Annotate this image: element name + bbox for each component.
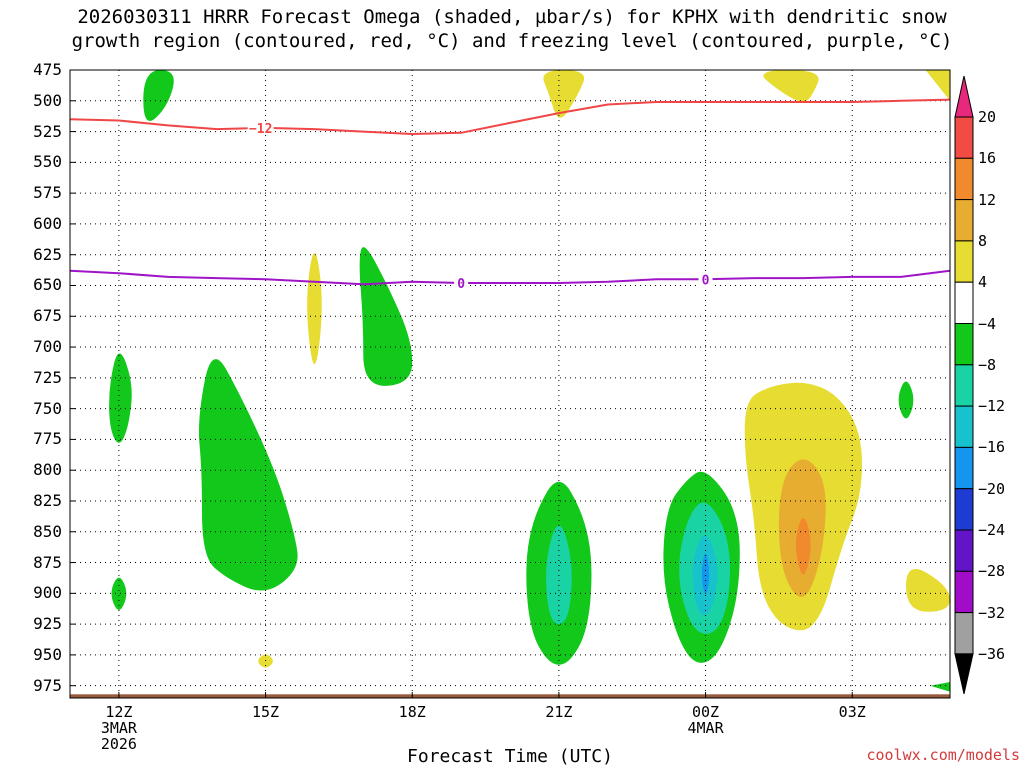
colorbar-band: [954, 199, 974, 242]
freezing-level-contour-line: [70, 269, 950, 286]
downward-omega-02z-core: [796, 518, 811, 575]
colorbar-tick-label: −16: [978, 438, 1006, 457]
y-tick-label: 475: [33, 60, 62, 79]
chart-title-line1: 2026030311 HRRR Forecast Omega (shaded, …: [77, 6, 947, 28]
upward-omega-14z-low: [198, 359, 298, 591]
x-tick-date: 2026: [100, 735, 137, 753]
colorbar-tick-label: −12: [978, 397, 1006, 416]
x-tick-label: 21Z: [524, 704, 594, 720]
x-tick-date: 3MAR: [100, 719, 137, 737]
y-tick-label: 850: [33, 521, 62, 541]
x-tick-label: 12Z 3MAR 2026: [84, 704, 154, 752]
colorbar-tick-label: −24: [978, 521, 1006, 539]
y-tick-label: 575: [33, 183, 62, 203]
y-tick-label: 900: [33, 583, 62, 603]
y-tick-label: 600: [33, 213, 62, 233]
y-tick-label: 875: [33, 552, 62, 572]
colorbar-tick-label: 16: [978, 149, 997, 168]
y-tick-label: 925: [33, 614, 62, 634]
y-tick-label: 550: [33, 152, 62, 172]
x-tick-time: 12Z: [105, 703, 133, 721]
y-tick-label: 825: [33, 490, 62, 510]
colorbar-tick-label: 8: [978, 231, 988, 250]
y-tick-label: 800: [33, 460, 62, 480]
snow-growth-contour-label: −12: [249, 122, 272, 137]
colorbar-tick-label: −36: [978, 644, 1006, 663]
x-tick-label: 15Z: [231, 704, 301, 720]
freezing-level-label-bg: [698, 272, 713, 287]
colorbar-tick-label: 20: [978, 108, 997, 126]
colorbar-band: [954, 529, 974, 572]
colorbar-band: [954, 488, 974, 531]
colorbar-bottom-triangle: [954, 653, 974, 695]
colorbar-band: [954, 612, 974, 655]
temperature-contours: −12 0 0: [70, 98, 950, 292]
colorbar-tick-label: −8: [978, 355, 997, 374]
colorbar-band: [954, 323, 974, 366]
x-tick-label: 18Z: [377, 704, 447, 720]
upward-omega-21z-inner: [546, 525, 572, 625]
colorbar-band: [954, 281, 974, 325]
downward-omega-02z-high: [763, 70, 819, 102]
x-tick-time: 00Z: [692, 703, 720, 721]
downward-omega-04z-high: [925, 70, 950, 101]
colorbar: [954, 75, 974, 695]
x-tick-label: 03Z: [817, 704, 887, 720]
upward-omega-04z-mid: [898, 381, 914, 419]
y-tick-label: 700: [33, 337, 62, 357]
upward-omega-00z-core: [701, 553, 710, 594]
upward-omega-12z-high: [143, 70, 174, 122]
upward-omega-04z-low: [930, 682, 950, 692]
y-tick-label: 775: [33, 429, 62, 449]
x-tick-label: 00Z 4MAR: [671, 704, 741, 736]
freezing-level-contour-label: 0: [702, 273, 710, 288]
y-tick-label: 975: [33, 675, 62, 695]
snow-growth-contour-line: [70, 98, 950, 136]
ground-surface: [70, 694, 950, 698]
chart-title-line2: growth region (contoured, red, °C) and f…: [71, 30, 953, 52]
colorbar-band: [954, 570, 974, 614]
y-tick-label: 650: [33, 275, 62, 295]
downward-omega-04z-low: [906, 568, 950, 612]
x-tick-time: 18Z: [398, 703, 426, 721]
ground-band: [70, 694, 950, 698]
x-axis-label: Forecast Time (UTC): [407, 746, 613, 767]
colorbar-band: [954, 446, 974, 490]
x-tick-time: 03Z: [838, 703, 866, 721]
omega-shading: [109, 70, 950, 692]
freezing-level-contour-label: 0: [457, 277, 465, 292]
snow-growth-label-bg: [247, 120, 274, 135]
upward-omega-12z-mid: [109, 353, 132, 443]
y-tick-label: 675: [33, 306, 62, 326]
colorbar-tick-label: −32: [978, 603, 1006, 622]
colorbar-band: [954, 364, 974, 407]
colorbar-band: [954, 240, 974, 283]
y-tick-label: 950: [33, 644, 62, 664]
colorbar-tick-label: 12: [978, 190, 997, 209]
colorbar-tick-label: −28: [978, 562, 1006, 581]
colorbar-tick-label: −4: [978, 314, 997, 333]
y-tick-label: 525: [33, 121, 62, 141]
x-tick-date: 4MAR: [687, 719, 724, 737]
y-tick-label: 625: [33, 244, 62, 264]
plot-frame: [69, 69, 951, 699]
colorbar-band: [954, 116, 974, 159]
x-tick-time: 21Z: [545, 703, 573, 721]
upward-omega-12z-low: [111, 577, 127, 610]
x-tick-time: 15Z: [252, 703, 280, 721]
y-tick-label: 500: [33, 90, 62, 110]
downward-omega-21z-high: [543, 70, 585, 118]
colorbar-band: [954, 157, 974, 201]
downward-omega-15z-low: [258, 654, 273, 668]
colorbar-band: [954, 405, 974, 448]
colorbar-tick-label: 4: [978, 273, 988, 292]
freezing-level-label-bg: [454, 276, 469, 291]
credit-text: coolwx.com/models: [866, 746, 1020, 764]
y-tick-label: 725: [33, 367, 62, 387]
colorbar-tick-label: −20: [978, 479, 1006, 498]
y-tick-label: 750: [33, 398, 62, 418]
